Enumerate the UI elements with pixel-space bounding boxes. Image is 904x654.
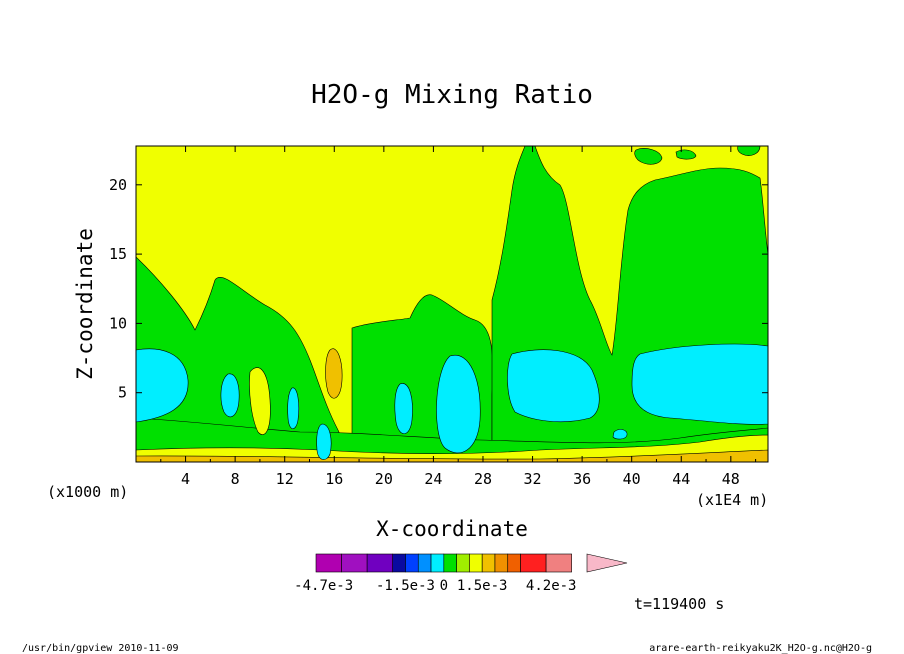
y-tick-label: 5 <box>118 384 127 402</box>
field-yellow-notch <box>249 367 271 435</box>
x-tick-label: 24 <box>424 470 442 488</box>
x-tick-label: 20 <box>375 470 393 488</box>
x-tick-label: 32 <box>524 470 542 488</box>
colorbar-bin <box>341 553 368 573</box>
x-axis-label: X-coordinate <box>376 517 528 541</box>
x-tick-label: 4 <box>181 470 190 488</box>
x-tick-label: 44 <box>672 470 690 488</box>
footer-left: /usr/bin/gpview 2010-11-09 <box>22 643 179 654</box>
field-cyan-blob-7 <box>507 349 600 423</box>
colorbar-bin <box>545 553 572 573</box>
colorbar: -4.7e-3 -1.5e-3 0 1.5e-3 4.2e-3 <box>294 553 628 594</box>
x-tick-label: 48 <box>722 470 740 488</box>
field-green-blob-top-3 <box>737 146 761 156</box>
colorbar-bin <box>315 553 342 573</box>
x-tick-label: 12 <box>276 470 294 488</box>
field-cyan-blob-5 <box>394 383 413 435</box>
y-axis: 5 10 15 20 <box>109 176 768 402</box>
x-tick-label: 8 <box>231 470 240 488</box>
field-cyan-blob-4 <box>316 423 332 460</box>
field-cyan-blob-8 <box>631 343 768 425</box>
colorbar-bin <box>430 553 445 573</box>
colorbar-bin <box>520 553 547 573</box>
plot-frame <box>135 145 769 463</box>
colorbar-bin <box>392 553 406 573</box>
colorbar-label: -1.5e-3 <box>376 578 435 594</box>
field-yellow-band-surface <box>136 434 768 462</box>
colorbar-bin <box>405 553 419 573</box>
colorbar-bin <box>469 553 483 573</box>
y-tick-label: 20 <box>109 176 127 194</box>
field-green-blob-top-2 <box>675 149 697 160</box>
colorbar-label: 0 <box>440 578 448 594</box>
colorbar-label: 4.2e-3 <box>526 578 577 594</box>
y-tick-label: 10 <box>109 314 127 332</box>
field-orange-blob <box>325 348 343 399</box>
field-cyan-blob-6 <box>436 354 481 454</box>
colorbar-bin <box>456 553 470 573</box>
y-axis-label: Z-coordinate <box>73 228 97 380</box>
field-cyan-blob-2 <box>220 373 240 418</box>
timestamp-label: t=119400 s <box>634 595 724 613</box>
y-unit-note: (x1000 m) <box>47 483 128 501</box>
x-tick-label: 40 <box>623 470 641 488</box>
colorbar-bin <box>481 553 496 573</box>
x-axis: 4 8 12 16 20 24 28 32 36 40 44 48 <box>160 146 757 488</box>
x-tick-label: 28 <box>474 470 492 488</box>
plot-area <box>136 146 768 462</box>
x-tick-label: 36 <box>573 470 591 488</box>
colorbar-arrow <box>586 553 628 573</box>
colorbar-label: 1.5e-3 <box>457 578 508 594</box>
y-tick-label: 15 <box>109 245 127 263</box>
field-cyan-blob-1 <box>136 348 189 423</box>
field-orange-band-surface <box>136 449 768 462</box>
x-tick-label: 16 <box>325 470 343 488</box>
x-unit-note: (x1E4 m) <box>696 491 768 509</box>
field-green-blob-top-1 <box>634 148 663 165</box>
colorbar-bin <box>443 553 457 573</box>
colorbar-label: -4.7e-3 <box>294 578 353 594</box>
field-cyan-blob-9 <box>612 429 628 440</box>
footer-right: arare-earth-reikyaku2K_H2O-g.nc@H2O-g <box>649 643 872 654</box>
field-cyan-blob-3 <box>287 387 300 430</box>
colorbar-bin <box>366 553 393 573</box>
chart-title: H2O-g Mixing Ratio <box>311 80 593 110</box>
colorbar-bin <box>494 553 509 573</box>
colorbar-bin <box>417 553 432 573</box>
colorbar-bin <box>507 553 521 573</box>
